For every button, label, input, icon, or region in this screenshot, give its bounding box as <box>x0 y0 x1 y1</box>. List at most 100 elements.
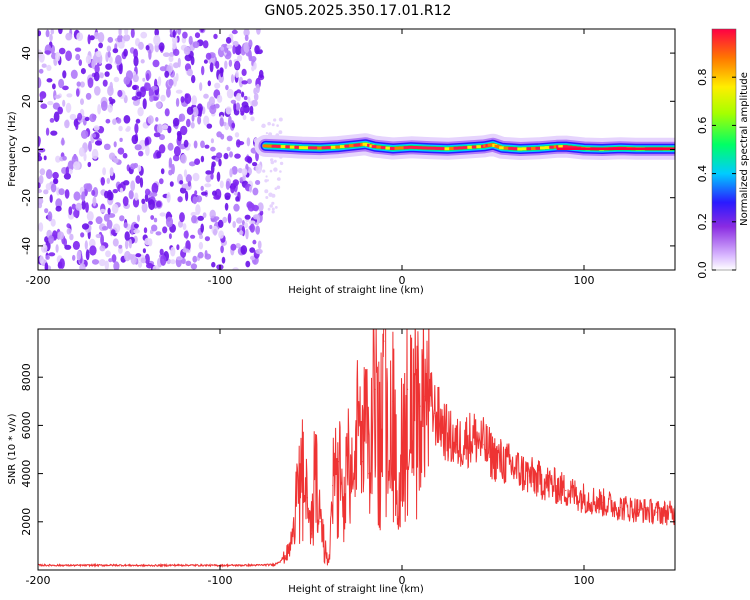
spectrogram-ridge-core <box>503 146 509 150</box>
spectrogram-noise-blob <box>89 113 97 123</box>
spectrogram-noise-blob <box>47 100 54 106</box>
colorbar-ticks: 0.0 0.2 0.4 0.6 0.8 <box>696 68 736 279</box>
spectrogram-noise-blob <box>175 97 180 107</box>
spectrogram-noise-blob <box>269 204 274 208</box>
spectrogram-noise-blob <box>133 48 139 59</box>
spectrogram-noise-blob <box>166 87 171 98</box>
spectrogram-noise-blob <box>111 254 117 263</box>
spectrogram-noise-blob <box>144 188 151 196</box>
spectrogram-ridge-core <box>435 146 441 150</box>
spectrogram-noise-blob <box>102 167 106 176</box>
spectrogram-noise-blob <box>182 31 188 39</box>
spectrogram-noise-blob <box>107 85 114 97</box>
spectrogram-noise-blob <box>123 76 131 85</box>
spectrogram-noise-blob <box>237 141 245 146</box>
spectrogram-noise-blob <box>160 94 166 102</box>
spectrogram-noise-blob <box>106 45 112 52</box>
spectrogram-noise-blob <box>203 115 210 126</box>
spectrogram-noise-blob <box>150 85 159 91</box>
snr-data-point <box>583 497 585 499</box>
spectrogram-ridge-core <box>330 145 336 149</box>
spectrogram-noise-blob <box>183 230 189 239</box>
spectrogram-noise-blob <box>151 182 159 194</box>
spectrogram-ridge-core <box>453 146 459 150</box>
spectrogram-noise-blob <box>38 53 45 63</box>
spectrogram-noise-blob <box>186 118 191 128</box>
spectrogram-noise-blob <box>278 117 283 122</box>
spectrogram-noise-blob <box>66 223 71 229</box>
spectrogram-noise-blob <box>245 228 249 240</box>
spectrogram-noise-blob <box>220 133 225 140</box>
spectrogram-ridge-core <box>321 146 327 150</box>
spectrogram-noise-blob <box>58 188 65 196</box>
spectrogram-x-tick-label: 0 <box>399 274 406 287</box>
snr-y-tick-label: 2000 <box>20 508 33 536</box>
snr-data-point <box>601 501 603 504</box>
spectrogram-noise-blob <box>142 248 146 254</box>
spectrogram-noise-blob <box>124 250 131 262</box>
snr-data-point <box>428 400 430 402</box>
spectrogram-noise-blob <box>62 155 67 161</box>
spectrogram-noise-blob <box>257 202 264 212</box>
spectrogram-noise-blob <box>216 94 223 103</box>
snr-data-point <box>465 439 467 441</box>
spectrogram-noise-blob <box>45 255 50 260</box>
spectrogram-noise-blob <box>168 233 172 240</box>
snr-data-point <box>416 400 418 402</box>
spectrogram-noise-blob <box>100 234 104 246</box>
spectrogram-ridge-core <box>262 144 268 148</box>
spectrogram-y-tick-label: 20 <box>20 94 33 108</box>
spectrogram-noise-blob <box>255 83 260 94</box>
spectrogram-noise-blob <box>165 216 174 228</box>
spectrogram-noise-blob <box>236 217 243 224</box>
spectrogram-noise-blob <box>207 80 211 87</box>
spectrogram-noise-blob <box>239 230 244 236</box>
spectrogram-noise-blob <box>231 29 238 35</box>
spectrogram-noise-blob <box>92 196 97 207</box>
spectrogram-noise-blob <box>198 241 204 250</box>
spectrogram-noise-blob <box>218 158 222 167</box>
spectrogram-noise-blob <box>209 209 216 220</box>
spectrogram-noise-blob <box>134 144 142 151</box>
snr-data-point <box>274 564 276 566</box>
spectrogram-noise-blob <box>38 155 43 162</box>
spectrogram-noise-blob <box>38 175 44 185</box>
spectrogram-noise-blob <box>241 68 247 76</box>
spectrogram-ridge-core <box>380 146 386 150</box>
spectrogram-noise-blob <box>38 68 44 74</box>
spectrogram-ridge-core <box>339 145 345 149</box>
spectrogram-noise-blob <box>186 106 194 116</box>
snr-data-point <box>346 448 348 451</box>
snr-data-point <box>337 461 339 463</box>
spectrogram-noise-blob <box>55 198 63 209</box>
spectrogram-ridge-core <box>440 147 445 151</box>
snr-data-point <box>434 412 436 414</box>
spectrogram-noise-blob <box>235 196 240 202</box>
spectrogram-noise-blob <box>230 184 235 194</box>
spectrogram-noise-blob <box>216 152 223 159</box>
spectrogram-noise-blob <box>57 231 65 240</box>
spectrogram-noise-blob <box>191 114 195 122</box>
spectrogram-noise-blob <box>133 56 139 67</box>
spectrogram-noise-blob <box>255 180 261 185</box>
spectrogram-noise-blob <box>79 81 85 88</box>
spectrogram-noise-blob <box>159 212 166 217</box>
spectrogram-noise-blob <box>153 34 161 46</box>
spectrogram-noise-blob <box>192 255 198 263</box>
spectrogram-noise-blob <box>180 125 188 136</box>
snr-data-point <box>379 436 381 438</box>
spectrogram-noise-blob <box>100 208 106 213</box>
spectrogram-noise-blob <box>209 62 214 73</box>
spectrogram-noise-blob <box>270 158 274 162</box>
spectrogram-noise-blob <box>79 263 86 270</box>
snr-data-point <box>483 444 485 446</box>
spectrogram-noise-blob <box>95 50 102 58</box>
snr-data-point <box>456 444 458 446</box>
spectrogram-noise-blob <box>107 207 111 215</box>
spectrogram-noise-blob <box>75 53 81 61</box>
spectrogram-noise-blob <box>203 59 208 64</box>
spectrogram-noise-blob <box>72 254 76 261</box>
snr-series-line <box>38 329 675 568</box>
spectrogram-ridge-core <box>449 147 455 150</box>
